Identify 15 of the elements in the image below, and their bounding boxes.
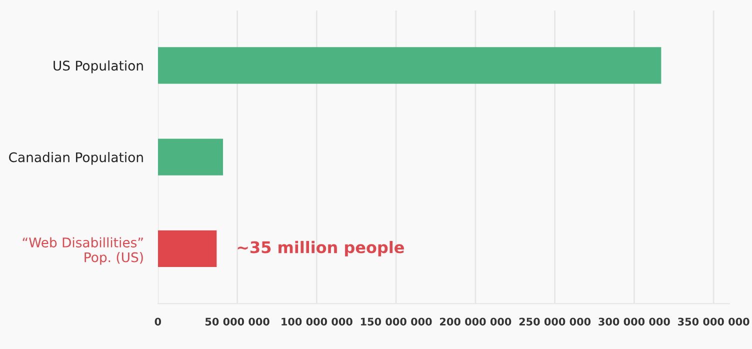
- x-tick-label: 350 000 000: [678, 318, 750, 326]
- x-tick-label: 0: [154, 318, 162, 326]
- x-tick-label: 300 000 000: [598, 318, 670, 326]
- y-tick-label: Canadian Population: [9, 152, 143, 165]
- y-tick-label: US Population: [54, 60, 143, 74]
- x-tick-label: 200 000 000: [440, 318, 512, 326]
- annotation: ~35 million people: [238, 240, 404, 256]
- x-tick-label: 250 000 000: [519, 318, 591, 326]
- y-tick-label: “Web Disabillities” Pop. (US): [22, 237, 143, 265]
- bar: [158, 138, 224, 176]
- bar: [158, 47, 662, 84]
- x-tick-label: 150 000 000: [360, 318, 432, 326]
- x-tick-label: 100 000 000: [282, 318, 352, 326]
- bar: [158, 230, 217, 267]
- x-tick-label: 50 000 000: [205, 318, 270, 326]
